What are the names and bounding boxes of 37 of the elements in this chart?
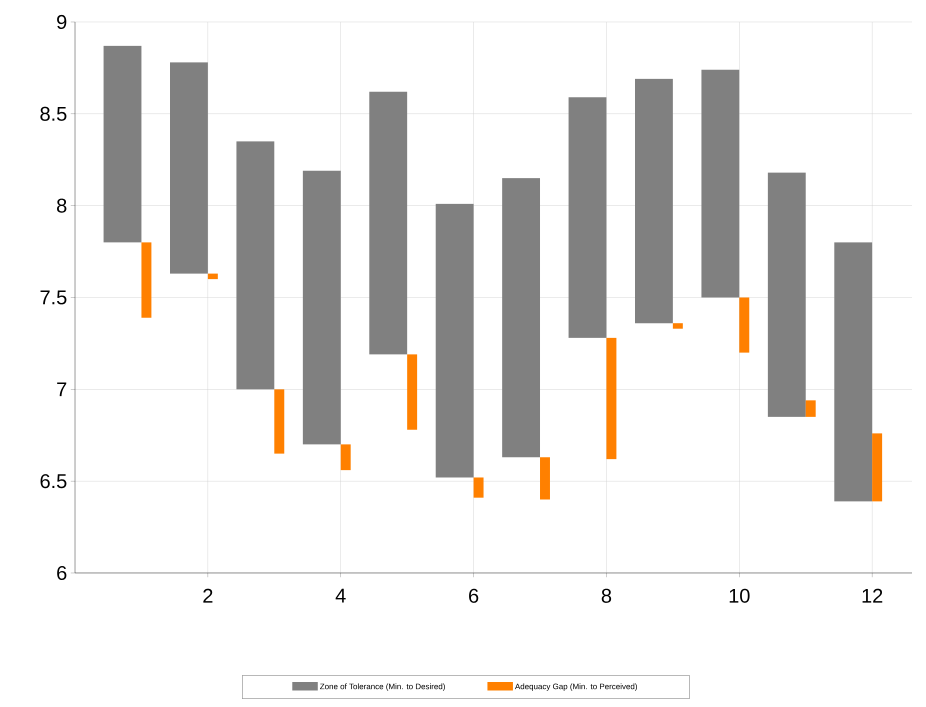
bar <box>834 242 872 502</box>
bar <box>872 433 882 502</box>
y-tick-label: 8 <box>57 198 66 213</box>
x-tick-label: 4 <box>336 588 346 602</box>
bar <box>436 204 474 478</box>
bar <box>768 172 806 417</box>
bar <box>302 170 341 444</box>
x-tick-label: 12 <box>862 588 882 603</box>
bar <box>739 297 750 353</box>
bar <box>502 178 540 458</box>
x-tick-label: 2 <box>203 588 212 603</box>
y-tick-label: 6.5 <box>40 474 66 488</box>
bar <box>208 274 218 280</box>
bar <box>540 457 550 500</box>
bar <box>568 97 606 338</box>
bar <box>236 141 274 390</box>
bar <box>806 400 816 417</box>
bar <box>104 46 142 242</box>
bar <box>170 62 208 274</box>
bar <box>274 389 284 454</box>
bar <box>635 78 673 324</box>
y-tick-label: 7.5 <box>40 290 66 304</box>
bar <box>340 444 351 470</box>
x-tick-label: 8 <box>602 588 612 603</box>
bar <box>407 354 418 430</box>
y-tick-label: 6 <box>57 566 66 580</box>
bar <box>606 338 616 460</box>
x-tick-label: 6 <box>469 588 478 603</box>
bar <box>369 92 408 354</box>
bar <box>141 242 152 318</box>
y-tick-label: 9 <box>57 14 66 30</box>
y-tick-label: 8.5 <box>40 106 66 121</box>
x-tick-label: 10 <box>730 588 750 603</box>
bar <box>701 70 740 298</box>
y-tick-label: 7 <box>57 382 66 396</box>
bar <box>474 477 484 498</box>
bar <box>672 323 683 329</box>
